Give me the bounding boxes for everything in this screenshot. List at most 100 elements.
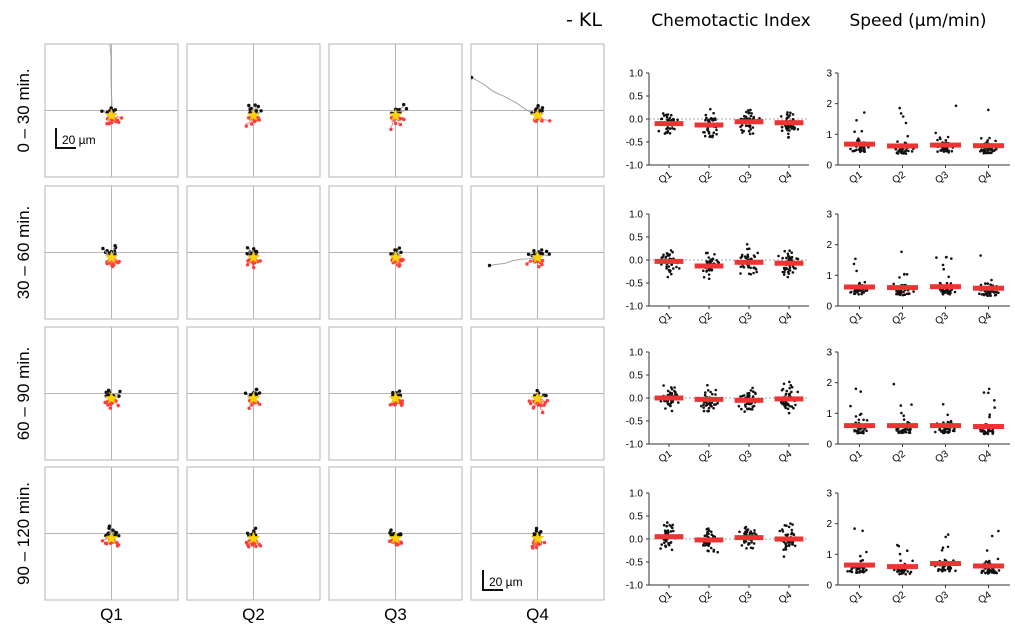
data-point (855, 148, 858, 152)
data-point (898, 552, 902, 556)
y-tick-label: 0.0 (629, 115, 643, 126)
data-point (785, 389, 789, 393)
data-point (907, 149, 910, 153)
data-point (988, 291, 991, 294)
data-point (858, 413, 862, 417)
data-point (900, 569, 903, 572)
data-point (898, 572, 901, 576)
endpoint-toward (531, 546, 535, 550)
data-point (791, 265, 795, 268)
data-point (790, 385, 794, 389)
data-point (745, 530, 749, 534)
mean-bar (973, 285, 1004, 291)
endpoint-toward (116, 403, 120, 408)
start-star (104, 108, 119, 122)
data-point (790, 390, 793, 394)
data-point (796, 390, 799, 394)
endpoint-toward (244, 124, 248, 128)
data-point (907, 292, 911, 296)
data-point (751, 405, 754, 409)
y-tick-label: 2 (826, 240, 832, 251)
data-point (903, 293, 907, 297)
data-point (665, 267, 668, 270)
endpoint-away (113, 244, 117, 248)
data-point (703, 393, 707, 397)
data-point (672, 529, 675, 533)
endpoint-away (397, 389, 402, 393)
data-point (857, 418, 861, 422)
data-point (745, 243, 749, 246)
mean-bar (930, 142, 961, 148)
track-panel (470, 466, 605, 601)
data-point (853, 130, 856, 133)
data-point (703, 534, 707, 538)
chemotactic-index-chart: 1.0 0.5 0.0 -0.5 -1.0 Q1 Q2 Q3 Q4 (626, 348, 809, 465)
data-point (673, 127, 676, 131)
data-point (671, 250, 674, 254)
x-tick-label: Q3 (737, 589, 755, 606)
data-point (788, 392, 791, 396)
data-point (852, 262, 856, 266)
data-point (983, 150, 986, 154)
data-point (904, 430, 908, 434)
data-point (954, 569, 957, 573)
data-point (862, 418, 865, 422)
endpoint-away (397, 246, 402, 250)
track-panel (186, 43, 321, 178)
data-point (702, 131, 705, 134)
y-tick-label: 0.5 (629, 371, 643, 382)
data-point (863, 280, 867, 284)
data-point (673, 386, 676, 389)
data-point (786, 111, 789, 114)
data-point (705, 270, 708, 273)
y-tick-label: 0.5 (629, 233, 643, 244)
data-point (791, 523, 794, 526)
data-point (934, 430, 937, 434)
data-point (667, 265, 671, 268)
endpoint-toward (399, 400, 403, 404)
endpoint-toward (398, 122, 403, 127)
data-point (786, 252, 790, 256)
data-point (749, 273, 753, 276)
y-tick-label: 1 (826, 130, 832, 141)
data-point (664, 131, 668, 134)
y-tick-label: 1.0 (629, 69, 643, 80)
data-point (937, 569, 940, 573)
start-star (246, 391, 261, 405)
data-point (707, 277, 711, 281)
data-point (678, 267, 681, 270)
data-point (659, 547, 662, 550)
data-point (857, 137, 860, 140)
data-point (712, 111, 715, 115)
track-away (489, 257, 538, 266)
mean-bar (887, 423, 918, 429)
data-point (702, 406, 705, 409)
x-tick-label: Q1 (657, 310, 675, 327)
data-point (982, 293, 985, 296)
data-point (790, 251, 793, 254)
data-point (783, 270, 786, 274)
data-point (708, 260, 711, 264)
data-point (740, 407, 743, 411)
y-tick-label: -0.5 (626, 138, 644, 149)
data-point (751, 390, 755, 393)
mean-bar (844, 423, 875, 429)
data-point (747, 542, 750, 545)
data-point (856, 429, 860, 432)
data-point (705, 541, 708, 545)
data-point (949, 567, 953, 570)
y-tick-label: 3 (826, 489, 832, 500)
data-point (706, 409, 709, 413)
data-point (715, 132, 718, 136)
endpoint-away (533, 108, 538, 112)
x-tick-label: Q2 (890, 448, 908, 465)
endpoint-toward (389, 127, 393, 132)
track-plots: 0 – 30 min. 30 – 60 min. 60 – 90 min. 90 – … (14, 43, 605, 624)
data-point (782, 548, 785, 551)
data-point (991, 432, 994, 435)
x-tick-label: Q3 (737, 310, 755, 327)
data-point (749, 108, 752, 112)
data-point (855, 571, 859, 574)
data-point (985, 549, 989, 552)
